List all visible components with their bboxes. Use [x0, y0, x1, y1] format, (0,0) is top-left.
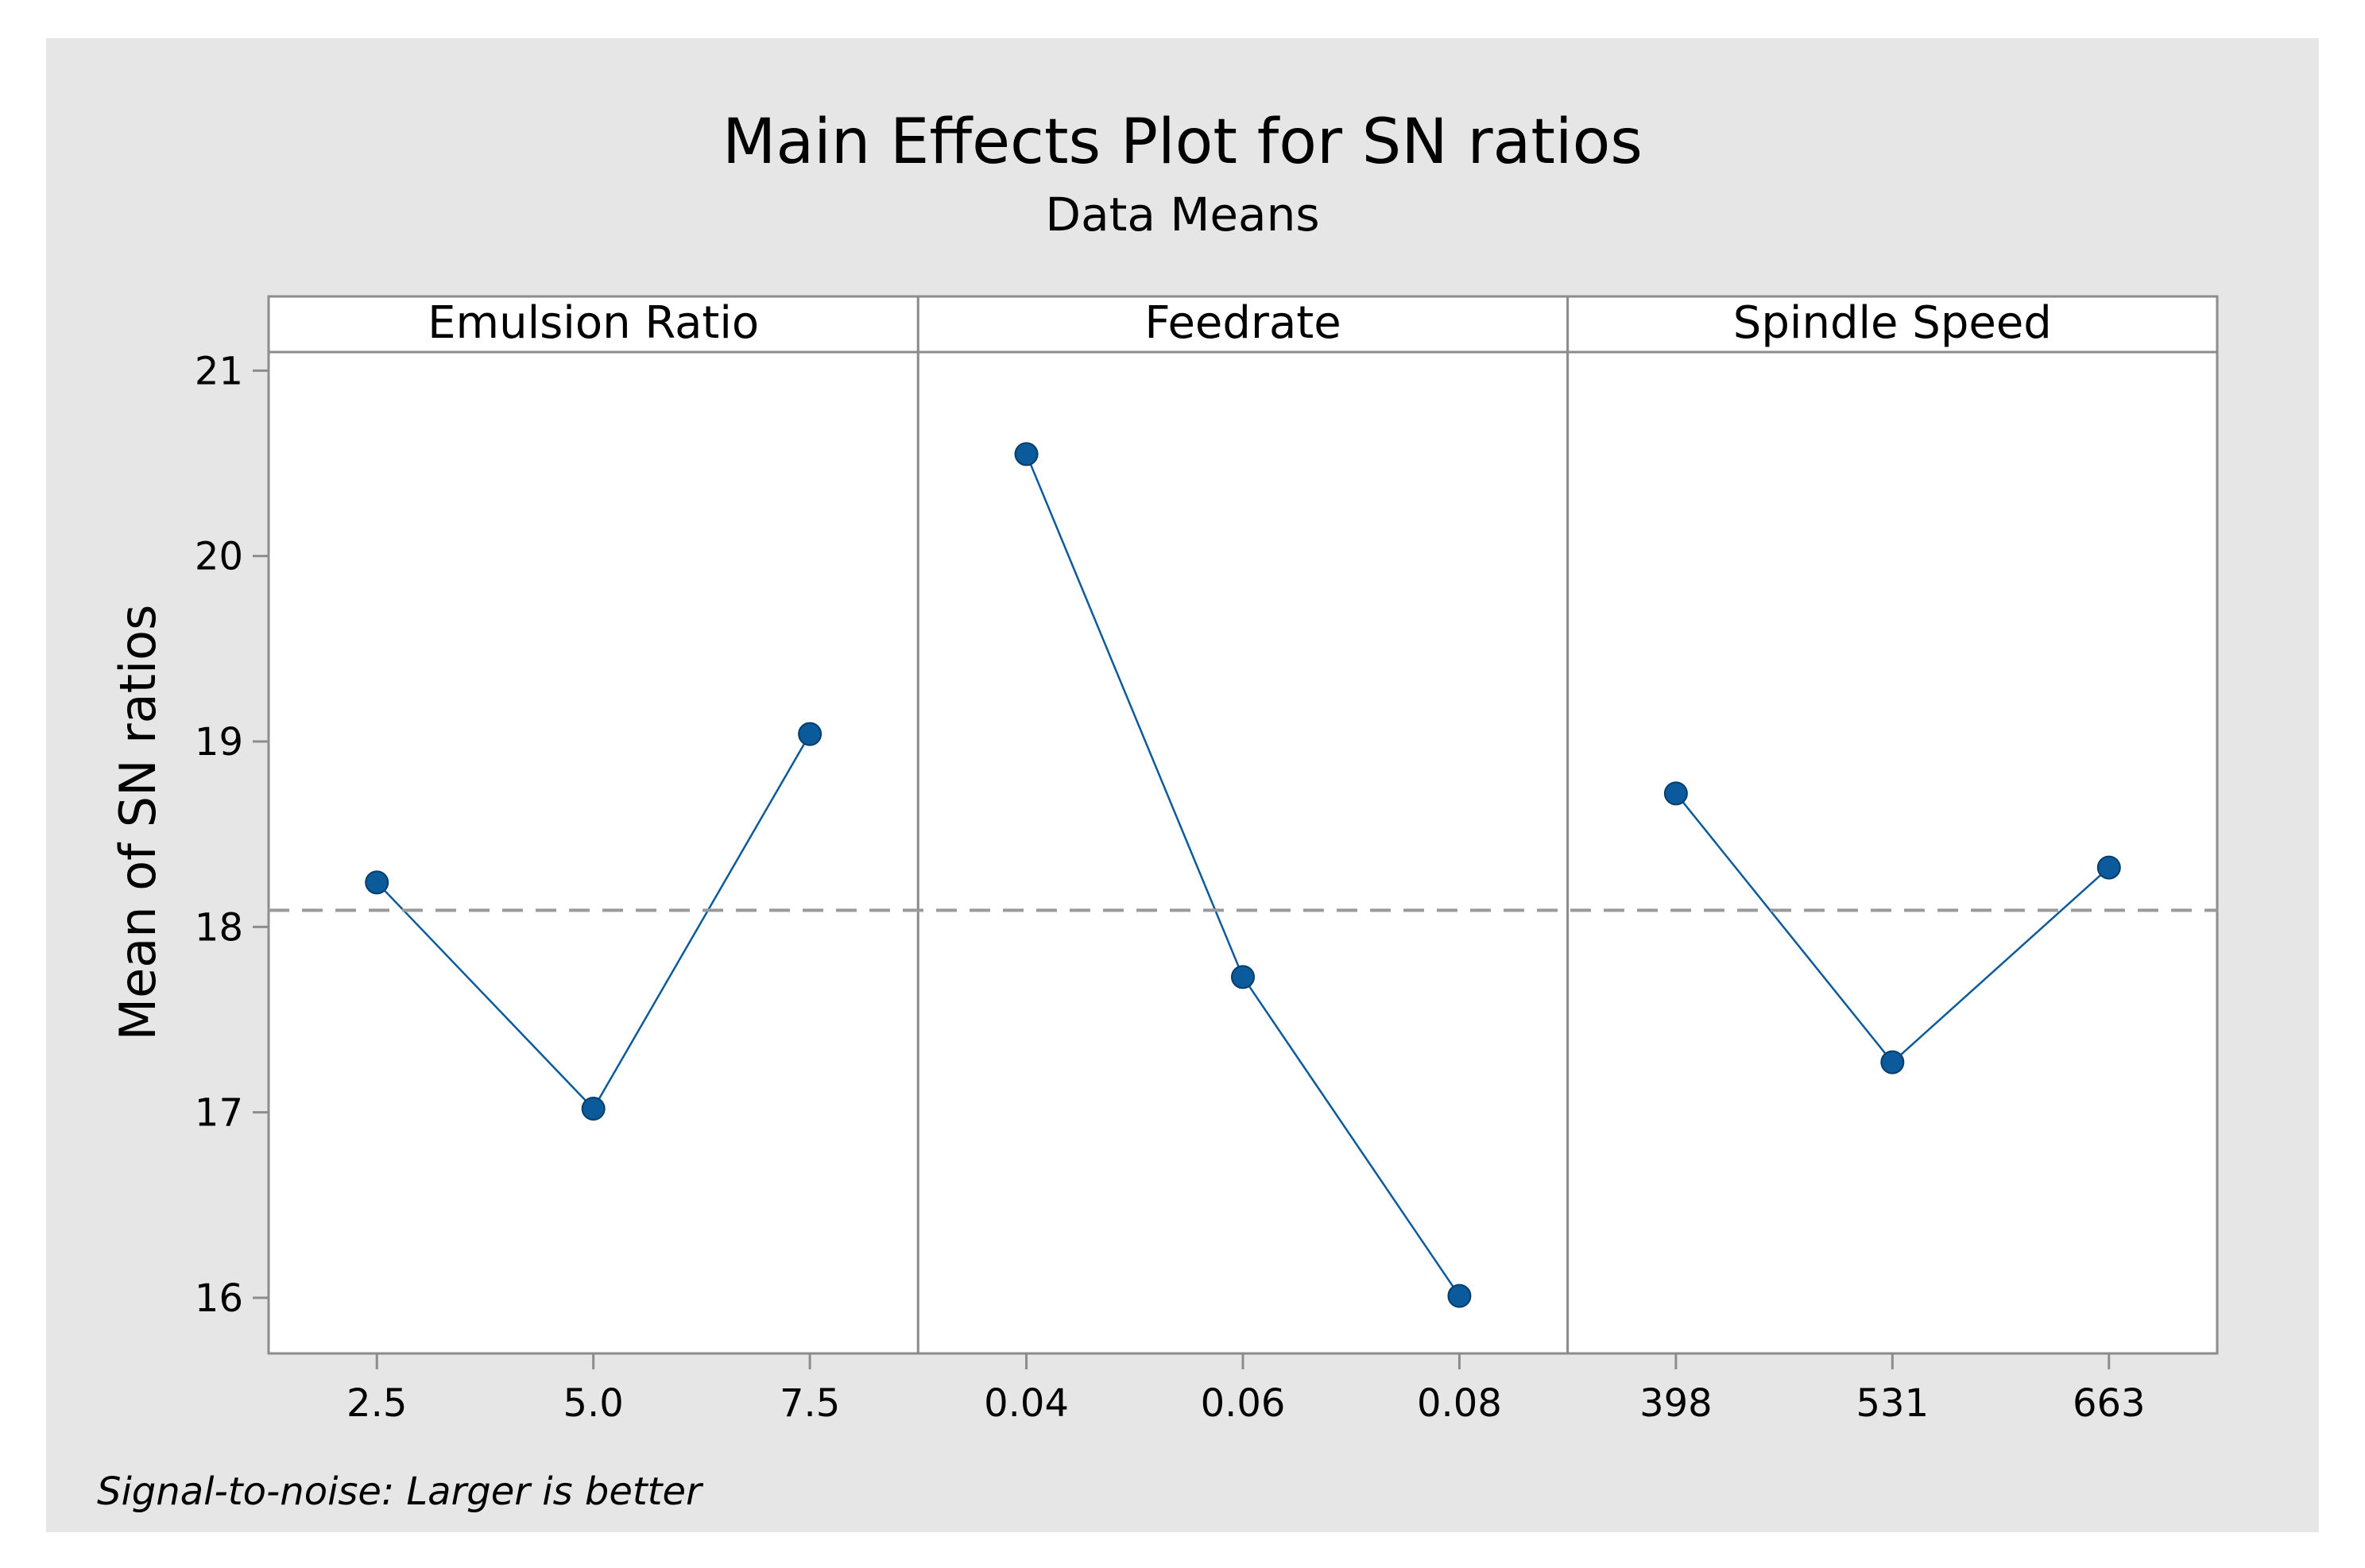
data-point [798, 722, 823, 746]
x-tick-label: 0.06 [1201, 1381, 1286, 1426]
y-tick-label: 16 [195, 1276, 243, 1321]
x-tick-label: 0.08 [1417, 1381, 1502, 1426]
x-tick-label: 0.04 [984, 1381, 1069, 1426]
panel-header [916, 295, 1570, 354]
y-tick-label: 17 [195, 1091, 243, 1136]
panels: Emulsion Ratio 2.5 5.0 7.5 Feedrate 0.04 0.06 0… [267, 295, 2219, 1426]
data-point [365, 870, 389, 895]
panel-spindle-speed: Spindle Speed 398 531 663 [1566, 295, 2219, 1426]
y-tick-label: 20 [195, 535, 243, 579]
panel-title: Spindle Speed [1733, 297, 2052, 349]
panel-emulsion-ratio: Emulsion Ratio 2.5 5.0 7.5 [267, 295, 919, 1426]
y-axis-label: Mean of SN ratios [109, 605, 167, 1041]
x-tick-label: 5.0 [563, 1381, 623, 1426]
panel-header [1566, 295, 2219, 354]
panel-title: Feedrate [1144, 297, 1341, 349]
x-tick-label: 2.5 [346, 1381, 407, 1426]
x-tick-label: 398 [1639, 1381, 1713, 1426]
y-tick-label: 19 [195, 720, 243, 765]
panel-plot-area [1566, 350, 2219, 1355]
data-point [1880, 1050, 1905, 1074]
data-point [1663, 781, 1688, 806]
y-tick-label: 21 [195, 349, 243, 393]
y-tick-label: 18 [195, 905, 243, 950]
data-point [1231, 965, 1255, 989]
chart-title: Main Effects Plot for SN ratios [722, 106, 1643, 178]
data-point [2096, 855, 2121, 880]
y-axis: 16 17 18 19 20 21 [195, 349, 270, 1353]
data-point [581, 1097, 606, 1121]
data-point [1014, 442, 1039, 467]
panel-title: Emulsion Ratio [428, 297, 759, 349]
x-tick-label: 7.5 [780, 1381, 840, 1426]
panel-plot-area [916, 350, 1570, 1355]
data-point [1447, 1283, 1472, 1308]
footnote: Signal-to-noise: Larger is better [97, 1469, 704, 1514]
x-tick-label: 663 [2073, 1381, 2146, 1426]
panel-header [267, 295, 919, 354]
panel-feedrate: Feedrate 0.04 0.06 0.08 [916, 295, 1570, 1426]
chart-subtitle: Data Means [1045, 188, 1319, 242]
panel-plot-area [267, 350, 919, 1355]
x-tick-label: 531 [1856, 1381, 1930, 1426]
